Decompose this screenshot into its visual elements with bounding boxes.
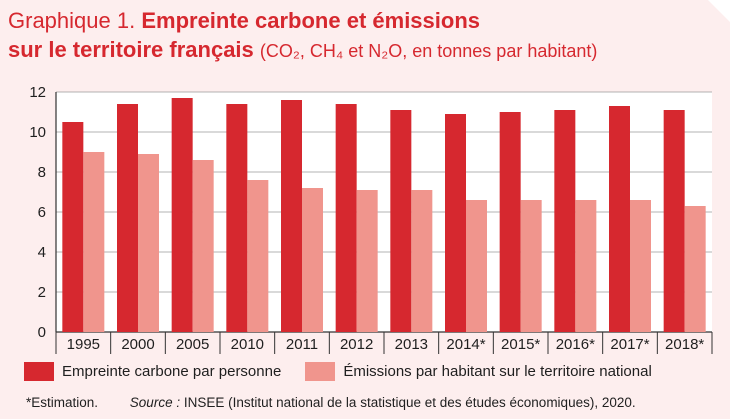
bar-emissions — [247, 180, 269, 332]
bar-emissions — [192, 160, 214, 332]
bar-emissions — [83, 152, 105, 332]
y-tick-label: 4 — [38, 244, 46, 261]
y-tick-label: 10 — [29, 124, 46, 141]
corner-cut — [708, 0, 730, 22]
x-tick-label: 2015* — [501, 336, 540, 353]
bar-empreinte — [171, 98, 193, 332]
source-note: Source : INSEE (Institut national de la … — [130, 395, 636, 410]
y-tick-label: 6 — [38, 204, 46, 221]
bar-empreinte — [609, 106, 630, 332]
y-tick-label: 0 — [38, 324, 46, 341]
x-tick-label: 2005 — [176, 336, 209, 353]
x-tick-label: 2000 — [121, 336, 154, 353]
bar-empreinte — [117, 104, 138, 332]
x-tick-label: 2018* — [665, 336, 704, 353]
bar-empreinte — [390, 110, 412, 332]
legend-swatch-emissions — [305, 361, 336, 381]
x-tick-label: 2013 — [395, 336, 428, 353]
chart-title: Graphique 1. Empreinte carbone et émissi… — [8, 6, 723, 66]
bar-emissions — [302, 188, 323, 332]
bar-empreinte — [663, 110, 685, 332]
bar-empreinte — [499, 112, 521, 332]
x-tick-label: 2016* — [556, 336, 595, 353]
bar-emissions — [520, 200, 542, 332]
footnote-estimation: *Estimation. — [26, 395, 99, 410]
legend: Empreinte carbone par personne Émissions… — [24, 360, 676, 382]
y-tick-label: 2 — [38, 284, 46, 301]
title-main-line2: sur le territoire français — [8, 37, 254, 62]
bar-empreinte — [554, 110, 576, 332]
bar-empreinte — [281, 100, 302, 332]
bar-emissions — [138, 154, 159, 332]
legend-swatch-empreinte — [24, 361, 54, 381]
bar-emissions — [684, 206, 706, 332]
footer: *Estimation. Source : INSEE (Institut na… — [26, 395, 636, 410]
bar-emissions — [630, 200, 651, 332]
legend-item-empreinte: Empreinte carbone par personne — [24, 361, 282, 381]
legend-item-emissions: Émissions par habitant sur le territoire… — [305, 361, 652, 381]
x-tick-label: 2010 — [231, 336, 264, 353]
bar-empreinte — [226, 104, 248, 332]
source-text: INSEE (Institut national de la statistiq… — [183, 395, 636, 410]
y-tick-label: 8 — [38, 164, 46, 181]
bar-empreinte — [445, 114, 466, 332]
bar-emissions — [575, 200, 597, 332]
title-subtitle: (CO₂, CH₄ et N₂O, en tonnes par habitant… — [259, 41, 598, 61]
legend-label-empreinte: Empreinte carbone par personne — [62, 362, 282, 380]
bar-empreinte — [62, 122, 84, 332]
bar-emissions — [411, 190, 433, 332]
legend-label-emissions: Émissions par habitant sur le territoire… — [343, 362, 652, 380]
bar-emissions — [466, 200, 487, 332]
x-tick-label: 1995 — [67, 336, 100, 353]
title-main-line1: Empreinte carbone et émissions — [141, 8, 480, 33]
source-label: Source : — [129, 395, 181, 410]
y-tick-label: 12 — [29, 84, 46, 101]
x-tick-label: 2011 — [286, 336, 318, 353]
bar-empreinte — [335, 104, 357, 332]
x-tick-label: 2014* — [446, 336, 485, 353]
bar-emissions — [356, 190, 378, 332]
x-tick-label: 2012 — [340, 336, 373, 353]
x-tick-label: 2017* — [610, 336, 649, 353]
title-prefix: Graphique 1. — [8, 8, 136, 33]
